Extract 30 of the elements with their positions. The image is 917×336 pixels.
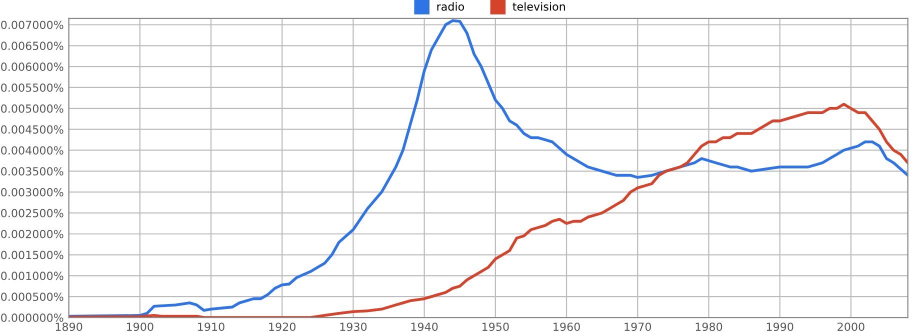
y-tick-label: 0.005500% <box>1 83 64 92</box>
y-tick-label: 0.006000% <box>1 62 64 71</box>
x-tick-label: 1990 <box>766 322 794 331</box>
legend-label: radio <box>437 2 464 11</box>
y-tick-label: 0.007000% <box>1 20 64 30</box>
x-tick-label: 1920 <box>269 322 296 331</box>
line-series <box>68 19 908 318</box>
y-tick-label: 0.000000% <box>1 313 64 322</box>
y-tick-label: 0.000500% <box>1 292 64 301</box>
y-tick-label: 0.006500% <box>1 42 64 50</box>
y-tick-label: 0.005000% <box>1 104 64 113</box>
y-tick-label: 0.002000% <box>1 230 64 238</box>
x-tick-label: 1970 <box>624 322 652 331</box>
y-tick-label: 0.001500% <box>1 250 64 260</box>
y-tick-label: 0.003500% <box>1 167 64 176</box>
x-tick-label: 1940 <box>411 322 438 331</box>
x-tick-label: 2000 <box>838 322 864 331</box>
x-tick-label: 1980 <box>696 322 722 331</box>
x-tick-label: 1900 <box>126 322 154 331</box>
y-tick-label: 0.002500% <box>1 208 64 218</box>
y-tick-label: 0.004000% <box>1 146 64 155</box>
y-tick-label: 0.003000% <box>1 188 64 196</box>
x-tick-label: 1950 <box>482 322 509 331</box>
legend-label: television <box>512 2 565 11</box>
y-tick-label: 0.001000% <box>1 272 64 280</box>
y-tick-label: 0.004500% <box>1 125 64 134</box>
x-tick-label: 1960 <box>554 322 580 331</box>
x-tick-label: 1890 <box>56 322 82 331</box>
x-tick-label: 1930 <box>340 322 367 331</box>
x-tick-label: 1910 <box>198 322 224 331</box>
